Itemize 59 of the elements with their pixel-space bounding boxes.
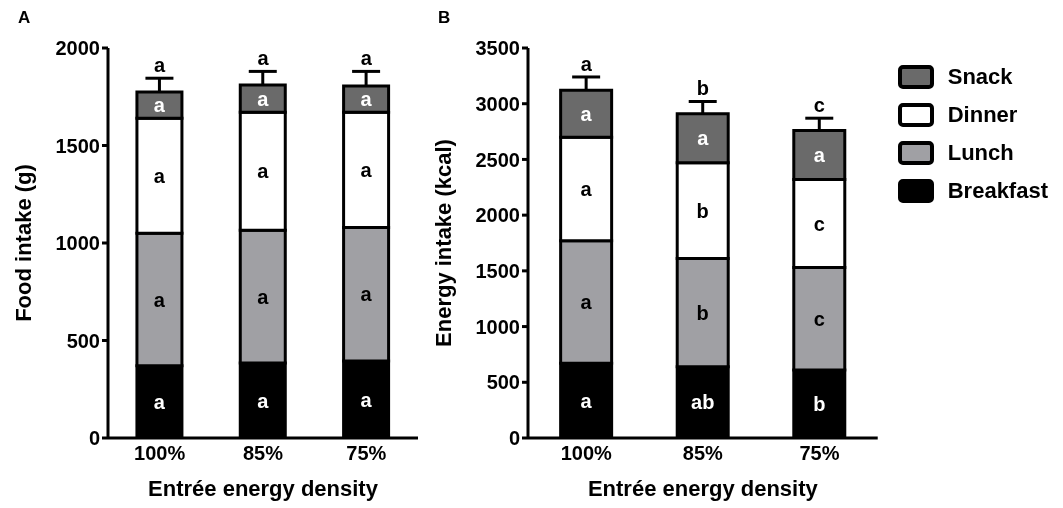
data-label: a [360, 88, 373, 111]
x-axis-title: Entrée energy density [587, 476, 819, 501]
x-tick-label: 75% [346, 442, 387, 465]
x-tick-label: 75% [799, 442, 840, 465]
legend-label: Breakfast [947, 178, 1048, 204]
legend-label: Snack [947, 64, 1013, 90]
chart-title: A [17, 8, 32, 28]
y-tick-label: 1000 [475, 315, 520, 338]
data-label: a [580, 291, 593, 314]
data-label: a [153, 391, 166, 414]
y-tick-label: 500 [486, 371, 520, 394]
y-axis-title: Food intake (g) [10, 164, 36, 322]
legend-label: Lunch [947, 140, 1014, 166]
y-tick-label: 1500 [55, 134, 100, 157]
annotation: c [813, 94, 825, 117]
x-tick-label: 100% [134, 442, 186, 465]
y-tick-label: 1000 [55, 232, 100, 255]
data-label: a [153, 164, 166, 187]
y-tick-label: 1500 [475, 259, 520, 282]
data-label: a [257, 285, 270, 308]
annotation: b [696, 77, 709, 100]
data-label: a [153, 288, 166, 311]
y-tick-label: 2000 [55, 37, 100, 60]
y-tick-label: 2000 [475, 204, 520, 227]
data-label: a [360, 388, 373, 411]
data-label: c [813, 307, 825, 330]
data-label: a [580, 178, 593, 201]
x-tick-label: 85% [242, 442, 284, 465]
x-tick-label: 100% [560, 442, 613, 465]
data-label: b [696, 301, 709, 324]
y-tick-label: 3500 [475, 37, 520, 60]
annotation: a [360, 47, 373, 70]
annotation: a [580, 52, 593, 75]
y-tick-label: 2500 [475, 148, 520, 171]
x-axis-title: Entrée energy density [148, 476, 379, 501]
legend-label: Dinner [947, 102, 1018, 128]
data-label: b [696, 199, 709, 222]
y-axis-title: Energy intake (kcal) [430, 139, 456, 347]
data-label: a [580, 102, 593, 125]
data-label: a [580, 389, 593, 412]
data-label: a [360, 158, 373, 181]
chart-title: B [437, 8, 452, 28]
data-label: c [813, 212, 825, 235]
data-label: a [257, 160, 270, 183]
data-label: a [813, 144, 826, 167]
data-label: a [153, 94, 166, 117]
data-label: a [257, 389, 270, 412]
annotation: a [154, 54, 167, 77]
y-tick-label: 500 [66, 329, 100, 352]
y-tick-label: 3000 [475, 92, 520, 115]
y-tick-label: 0 [508, 427, 520, 450]
data-label: a [697, 127, 710, 150]
data-label: ab [691, 391, 715, 414]
data-label: a [257, 87, 270, 110]
data-label: b [813, 393, 826, 416]
data-label: a [360, 283, 373, 306]
y-tick-label: 0 [88, 427, 100, 450]
annotation: a [257, 47, 270, 70]
x-tick-label: 85% [682, 442, 724, 465]
